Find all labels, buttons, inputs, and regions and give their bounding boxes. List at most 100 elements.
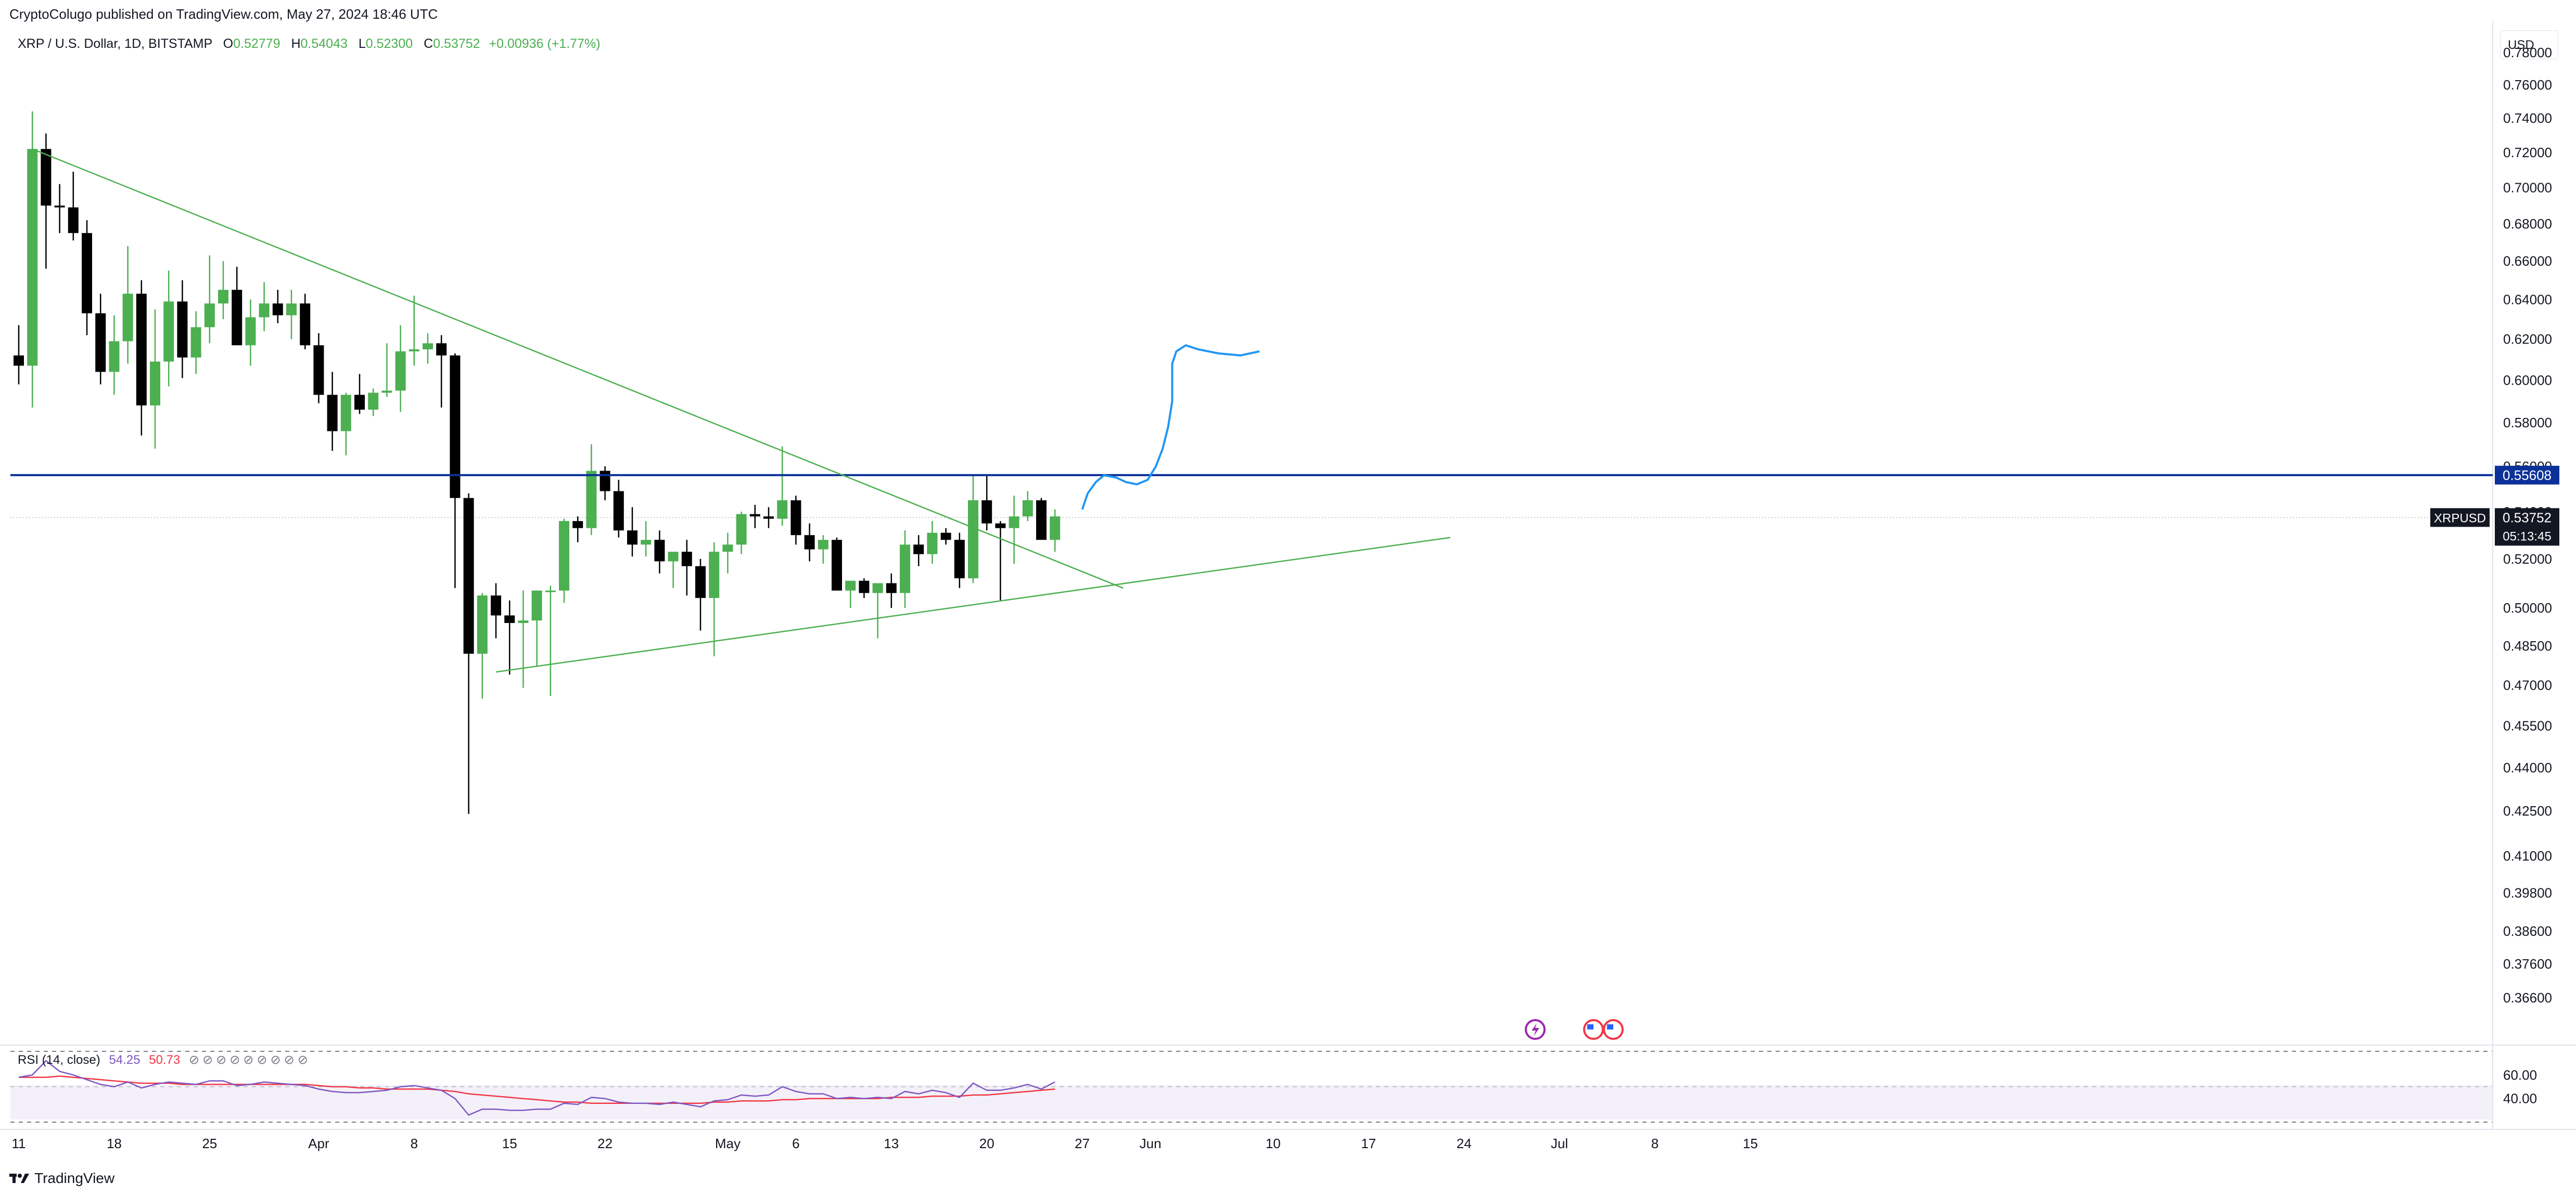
candle-body: [845, 580, 856, 591]
candle[interactable]: [395, 325, 406, 412]
y-tick-label: 0.36600: [2503, 990, 2552, 1006]
candle[interactable]: [749, 505, 760, 528]
candle[interactable]: [340, 392, 351, 455]
candle[interactable]: [886, 573, 897, 608]
trendline-ascending-support[interactable]: [495, 537, 1451, 673]
candle-body: [218, 289, 228, 304]
candle[interactable]: [572, 516, 583, 542]
candle[interactable]: [709, 542, 720, 656]
low-label: L: [358, 36, 366, 51]
candle[interactable]: [354, 374, 365, 414]
candle[interactable]: [968, 475, 978, 583]
events-markers[interactable]: [1525, 1019, 1624, 1040]
candle[interactable]: [259, 282, 270, 332]
candle[interactable]: [150, 309, 160, 449]
candle[interactable]: [995, 521, 1006, 601]
candle[interactable]: [463, 493, 474, 814]
candle[interactable]: [736, 512, 747, 554]
candle[interactable]: [777, 446, 788, 526]
candle[interactable]: [27, 111, 38, 408]
candle[interactable]: [845, 580, 856, 608]
candle[interactable]: [177, 280, 188, 378]
candle-body: [1050, 516, 1061, 540]
candle[interactable]: [872, 583, 883, 639]
candle[interactable]: [313, 333, 324, 403]
candle[interactable]: [900, 530, 910, 608]
candle-body: [613, 491, 624, 531]
candle-body: [463, 498, 474, 654]
candle[interactable]: [286, 289, 297, 339]
candle[interactable]: [477, 593, 488, 699]
candle[interactable]: [436, 335, 447, 408]
candle[interactable]: [981, 475, 992, 531]
candle[interactable]: [832, 537, 842, 591]
candle[interactable]: [245, 299, 256, 366]
candle[interactable]: [68, 171, 79, 241]
candle[interactable]: [559, 518, 569, 603]
x-tick-label: May: [715, 1136, 741, 1151]
candle[interactable]: [327, 372, 338, 451]
candle[interactable]: [54, 184, 65, 233]
candle[interactable]: [545, 586, 556, 696]
candle[interactable]: [82, 220, 92, 336]
rsi-line: [18, 1060, 1055, 1116]
candle[interactable]: [1022, 491, 1033, 522]
candle[interactable]: [763, 507, 774, 528]
candle[interactable]: [109, 315, 120, 395]
candle[interactable]: [790, 495, 801, 545]
candle-body: [1009, 516, 1019, 528]
projection-path[interactable]: [1081, 344, 1260, 510]
candle[interactable]: [1009, 495, 1019, 564]
rsi-value: 54.25: [109, 1053, 141, 1067]
x-tick-label: 8: [1651, 1136, 1659, 1151]
candle[interactable]: [504, 600, 515, 675]
candle[interactable]: [681, 540, 692, 596]
candle[interactable]: [804, 523, 815, 562]
candle[interactable]: [95, 294, 106, 385]
candle-body: [327, 395, 338, 431]
candle[interactable]: [1050, 509, 1061, 552]
candle[interactable]: [654, 530, 665, 574]
candle[interactable]: [218, 261, 228, 320]
candle[interactable]: [381, 343, 392, 397]
candle[interactable]: [122, 246, 133, 364]
candle[interactable]: [368, 388, 379, 416]
candle[interactable]: [818, 535, 828, 564]
candle[interactable]: [136, 280, 147, 436]
candle[interactable]: [491, 583, 501, 639]
candle[interactable]: [204, 255, 215, 344]
trendline-descending-resistance[interactable]: [32, 148, 1124, 589]
currency-button[interactable]: USD: [2500, 30, 2558, 59]
legend-icons[interactable]: ⊘⊘⊘⊘⊘⊘⊘⊘⊘: [188, 1053, 311, 1067]
candle[interactable]: [913, 535, 924, 566]
candle[interactable]: [722, 532, 733, 574]
candle[interactable]: [41, 133, 52, 269]
candle[interactable]: [190, 311, 201, 374]
candle[interactable]: [409, 296, 419, 366]
candle[interactable]: [641, 521, 652, 557]
candle[interactable]: [272, 289, 283, 323]
candle[interactable]: [450, 353, 461, 588]
candle[interactable]: [300, 294, 311, 350]
candle[interactable]: [586, 444, 597, 536]
candle[interactable]: [613, 479, 624, 538]
candle[interactable]: [954, 532, 965, 588]
candle[interactable]: [695, 558, 706, 631]
candle[interactable]: [859, 578, 870, 598]
candle[interactable]: [163, 270, 174, 387]
candle[interactable]: [1036, 498, 1047, 540]
candle[interactable]: [518, 590, 529, 688]
candle[interactable]: [627, 507, 637, 557]
candle[interactable]: [232, 266, 243, 346]
candle[interactable]: [927, 521, 938, 564]
countdown-text: 05:13:45: [2503, 529, 2551, 543]
y-tick-label: 0.41000: [2503, 848, 2552, 863]
candle[interactable]: [423, 333, 433, 364]
candle[interactable]: [531, 590, 542, 667]
candle[interactable]: [668, 552, 679, 588]
candle[interactable]: [940, 528, 951, 545]
candle[interactable]: [14, 325, 24, 385]
candle-body: [1022, 500, 1033, 517]
candle[interactable]: [600, 466, 610, 501]
